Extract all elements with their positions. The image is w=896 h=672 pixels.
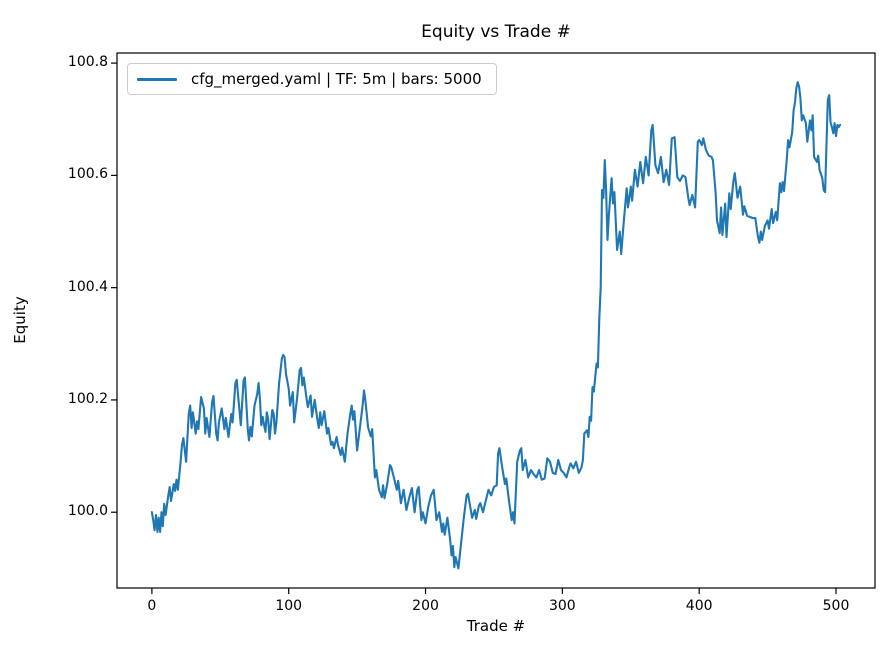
legend-label: cfg_merged.yaml | TF: 5m | bars: 5000 [191, 70, 482, 88]
y-tick-label: 100.0 [67, 503, 108, 520]
y-tick-label: 100.2 [67, 390, 108, 407]
x-tick-label: 500 [822, 598, 850, 614]
x-tick-label: 300 [548, 598, 576, 614]
legend: cfg_merged.yaml | TF: 5m | bars: 5000 [127, 63, 497, 95]
equity-line [150, 81, 842, 570]
x-tick-label: 400 [685, 598, 713, 614]
x-axis-label: Trade # [466, 617, 526, 635]
x-tick-label: 100 [275, 598, 303, 614]
y-tick-label: 100.8 [67, 54, 108, 71]
axes-spines [116, 52, 876, 589]
legend-line-sample [137, 77, 177, 81]
chart-title: Equity vs Trade # [421, 22, 571, 42]
x-tick-label: 200 [412, 598, 439, 614]
y-tick-label: 100.6 [67, 166, 108, 183]
y-tick-label: 100.4 [67, 278, 108, 295]
x-tick-label: 0 [147, 598, 157, 614]
